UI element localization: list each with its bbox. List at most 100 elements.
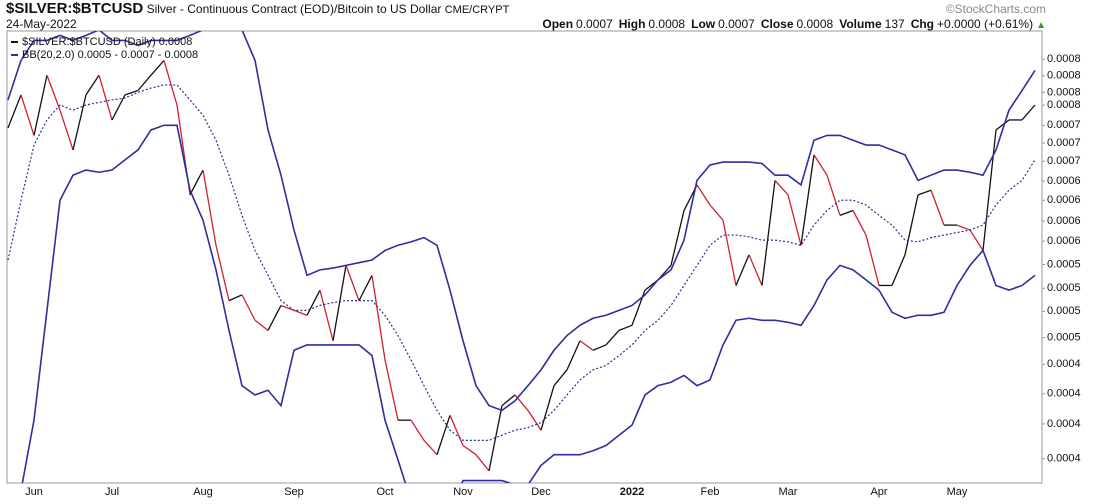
y-tick-label: 0.0008 (1047, 99, 1081, 111)
price-segment (852, 210, 867, 236)
price-segment (982, 129, 997, 251)
price-segment (371, 275, 386, 361)
watermark: ©StockCharts.com (945, 2, 1046, 16)
x-tick-label: Jun (25, 486, 43, 498)
symbol: $SILVER:$BTCUSD (6, 0, 144, 17)
x-tick-label: Aug (193, 486, 213, 498)
price-segment (605, 329, 620, 346)
quote-value: 0.0008 (648, 17, 686, 31)
x-tick-label: Sep (284, 486, 304, 498)
y-tick-label: 0.0004 (1047, 358, 1081, 370)
price-segment (774, 179, 789, 196)
quote-label: Open (542, 17, 574, 31)
price-segment (761, 180, 776, 286)
price-segment (748, 254, 763, 286)
price-segment (20, 94, 35, 136)
price-segment (124, 89, 139, 96)
quote-row: Open 0.0007 High 0.0008 Low 0.0007 Close 0.0008… (536, 17, 1046, 31)
price-segment (527, 410, 542, 431)
price-segment (475, 454, 490, 472)
price-segment (787, 194, 802, 246)
y-tick-label: 0.0004 (1047, 418, 1081, 430)
price-segment (137, 74, 152, 91)
price-segment (254, 319, 269, 331)
price-segment (462, 444, 477, 456)
axes: 0.00080.00080.00080.00080.00070.00070.00… (11, 36, 1081, 498)
y-tick-label: 0.0008 (1047, 86, 1081, 98)
price-segment (930, 190, 945, 226)
y-tick-label: 0.0007 (1047, 119, 1081, 131)
price-segment (215, 245, 230, 301)
price-segment (319, 289, 334, 341)
price-segment (293, 309, 308, 316)
legend-label: BB(20,2.0) 0.0005 - 0.0007 - 0.0008 (22, 49, 198, 61)
exchange: CME/CRYPT (444, 4, 510, 16)
price-segment (917, 189, 932, 196)
x-tick-label: Apr (870, 486, 887, 498)
price-segment (826, 174, 841, 216)
y-tick-label: 0.0005 (1047, 258, 1081, 270)
quote-value: +0.0000 (+0.61%) (937, 17, 1034, 31)
quote-label: Volume (839, 17, 882, 31)
price-segment (384, 359, 399, 421)
band-middle (7, 84, 1036, 441)
header-line: $SILVER:$BTCUSD Silver - Continuous Cont… (6, 0, 509, 17)
price-segment (59, 109, 74, 151)
price-segment (410, 419, 425, 441)
y-tick-label: 0.0004 (1047, 388, 1081, 400)
quote-label: Close (760, 17, 794, 31)
price-segment (904, 194, 919, 255)
x-tick-label: May (947, 486, 968, 498)
quote-label: Chg (910, 17, 935, 31)
price-segment (592, 344, 607, 351)
price-segment (189, 169, 204, 196)
price-segment (891, 254, 906, 286)
price-segment (839, 209, 854, 216)
x-tick-label: Dec (531, 486, 551, 498)
price-segment (618, 324, 633, 331)
price-segment (228, 294, 243, 302)
price-segment (800, 154, 815, 246)
price-segment (202, 169, 217, 246)
x-tick-label: Feb (701, 486, 720, 498)
price-segment (111, 94, 126, 121)
price-segment (150, 59, 165, 76)
y-tick-label: 0.0008 (1047, 70, 1081, 82)
price-segment (46, 74, 61, 111)
y-tick-label: 0.0004 (1047, 453, 1081, 465)
quote-label: Low (691, 17, 716, 31)
price-segment (1021, 104, 1036, 121)
price-segment (436, 415, 451, 455)
price-segment (501, 394, 516, 407)
price-segment (33, 75, 48, 136)
x-tick-label: 2022 (620, 486, 644, 498)
price-segment (553, 369, 568, 387)
price-segment (72, 94, 87, 151)
price-segment (332, 265, 347, 341)
price-segment (423, 439, 438, 456)
price-segment (995, 119, 1010, 131)
price-segment (85, 74, 100, 96)
y-tick-label: 0.0008 (1047, 53, 1081, 65)
price-segment (579, 340, 594, 351)
quote: Open 0.0007 High 0.0008 Low 0.0007 Close 0.0008… (536, 17, 1033, 31)
band-lower (21, 124, 1036, 483)
quote-value: 0.0007 (576, 17, 613, 31)
price-segment (7, 94, 22, 129)
price-segment (267, 305, 282, 331)
x-tick-label: Nov (453, 486, 473, 498)
y-tick-label: 0.0006 (1047, 175, 1081, 187)
y-tick-label: 0.0005 (1047, 332, 1081, 344)
y-tick-label: 0.0007 (1047, 155, 1081, 167)
price-segment (163, 60, 178, 106)
band-upper (7, 31, 1036, 412)
legend-label: $SILVER:$BTCUSD (Daily) 0.0008 (22, 36, 192, 48)
price-segment (345, 265, 360, 301)
price-segment (98, 75, 113, 121)
plot-frame (6, 30, 1043, 484)
date: 24-May-2022 (6, 17, 77, 31)
price-segment (306, 289, 321, 316)
price-segment (241, 294, 256, 321)
price-segment (722, 220, 737, 286)
